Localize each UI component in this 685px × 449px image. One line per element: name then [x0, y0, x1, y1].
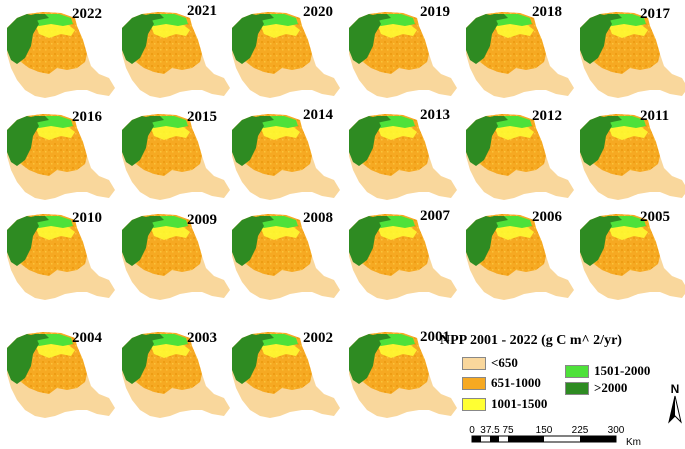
year-label-2011: 2011 — [640, 108, 670, 124]
map-2021 — [122, 12, 230, 98]
map-2020 — [232, 12, 340, 98]
year-label-2002: 2002 — [303, 330, 333, 346]
legend-label: <650 — [491, 355, 518, 370]
year-label-2012: 2012 — [532, 108, 562, 124]
year-label-2019: 2019 — [420, 4, 450, 20]
north-label: N — [671, 382, 680, 396]
year-label-2005: 2005 — [640, 209, 670, 225]
year-label-2008: 2008 — [303, 210, 333, 226]
scale-tick-225: 225 — [572, 425, 589, 436]
scale-tick-300: 300 — [608, 425, 625, 436]
map-2019 — [349, 12, 457, 98]
year-label-2014: 2014 — [303, 107, 333, 123]
north-arrow-icon: N — [668, 382, 682, 424]
year-label-2013: 2013 — [420, 107, 450, 123]
map-2014 — [232, 114, 340, 200]
scale-unit: Km — [626, 437, 641, 448]
scale-tick-150: 150 — [536, 425, 553, 436]
year-label-2001: 2001 — [420, 329, 450, 345]
map-2016 — [7, 114, 115, 200]
legend-item-1001-1500: 1001-1500 — [462, 396, 547, 412]
legend-title: NPP 2001 - 2022 (g C m^ 2/yr) — [440, 333, 622, 348]
legend-swatch — [565, 381, 589, 395]
legend-label: >2000 — [594, 380, 628, 395]
map-2010 — [7, 214, 115, 300]
year-label-2003: 2003 — [187, 330, 217, 346]
legend-item-gt2000: >2000 — [565, 380, 627, 396]
year-label-2016: 2016 — [72, 109, 102, 125]
map-2013 — [349, 114, 457, 200]
legend-item-651-1000: 651-1000 — [462, 375, 541, 391]
scale-bar: 0 37.5 75 150 225 300 Km — [469, 425, 641, 448]
year-label-2004: 2004 — [72, 330, 102, 346]
year-label-2020: 2020 — [303, 4, 333, 20]
map-2006 — [466, 214, 574, 300]
year-label-2022: 2022 — [72, 6, 102, 22]
map-2018 — [466, 12, 574, 98]
legend-swatch — [565, 364, 589, 378]
map-2012 — [466, 114, 574, 200]
scale-tick-37-5: 37.5 — [480, 425, 500, 436]
legend-item-lt650: <650 — [462, 355, 518, 371]
legend-swatch — [462, 376, 486, 390]
year-label-2007: 2007 — [420, 208, 450, 224]
year-label-2010: 2010 — [72, 210, 102, 226]
scale-tick-0: 0 — [469, 425, 475, 436]
legend-swatch — [462, 397, 486, 411]
map-2008 — [232, 214, 340, 300]
map-2005 — [580, 214, 685, 300]
year-label-2015: 2015 — [187, 109, 217, 125]
map-2017 — [580, 12, 685, 98]
year-label-2009: 2009 — [187, 212, 217, 228]
map-2011 — [580, 114, 685, 200]
legend-item-1501-2000: 1501-2000 — [565, 363, 650, 379]
legend-label: 1501-2000 — [594, 363, 651, 378]
map-2022 — [7, 12, 115, 98]
map-2007 — [349, 214, 457, 300]
legend-label: 1001-1500 — [491, 396, 548, 411]
year-label-2006: 2006 — [532, 209, 562, 225]
year-label-2018: 2018 — [532, 4, 562, 20]
year-label-2017: 2017 — [640, 6, 670, 22]
legend-label: 651-1000 — [491, 375, 541, 390]
scale-tick-75: 75 — [502, 425, 514, 436]
year-label-2021: 2021 — [187, 3, 217, 19]
legend-swatch — [462, 356, 486, 370]
map-2015 — [122, 114, 230, 200]
